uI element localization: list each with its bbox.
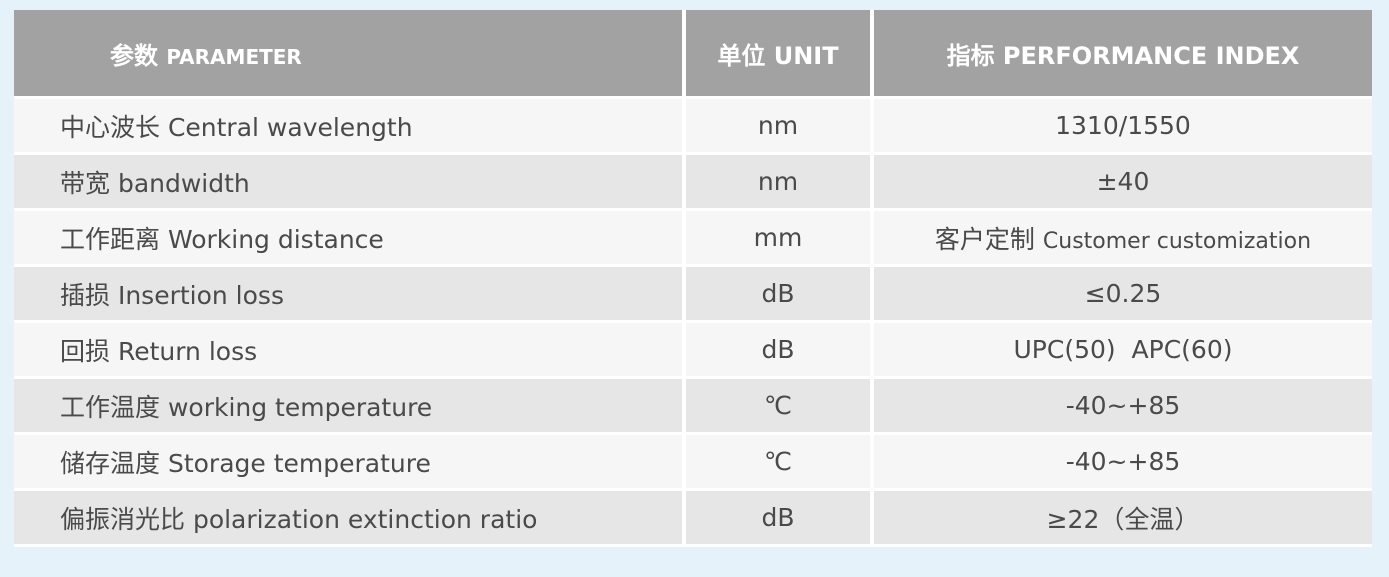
value-cell: -40~+85 bbox=[874, 379, 1372, 435]
unit-cell: ℃ bbox=[686, 379, 874, 435]
value-cell: -40~+85 bbox=[874, 435, 1372, 491]
param-cell: 偏振消光比 polarization extinction ratio bbox=[14, 491, 686, 547]
unit-cell: nm bbox=[686, 155, 874, 211]
header-index: 指标 PERFORMANCE INDEX bbox=[874, 10, 1372, 99]
value-cell: 1310/1550 bbox=[874, 99, 1372, 155]
table-header: 参数 PARAMETER 单位 UNIT 指标 PERFORMANCE INDE… bbox=[14, 10, 1372, 99]
value-cell: ±40 bbox=[874, 155, 1372, 211]
table-row: 工作距离 Working distance mm 客户定制 Customer cus… bbox=[14, 211, 1372, 267]
param-cell: 工作温度 working temperature bbox=[14, 379, 686, 435]
table-row: 工作温度 working temperature ℃ -40~+85 bbox=[14, 379, 1372, 435]
param-cell: 储存温度 Storage temperature bbox=[14, 435, 686, 491]
param-cell: 回损 Return loss bbox=[14, 323, 686, 379]
table-row: 插损 Insertion loss dB ≤0.25 bbox=[14, 267, 1372, 323]
header-parameter: 参数 PARAMETER bbox=[14, 10, 686, 99]
unit-cell: nm bbox=[686, 99, 874, 155]
spec-table: 参数 PARAMETER 单位 UNIT 指标 PERFORMANCE INDE… bbox=[14, 10, 1372, 547]
value-cell: ≤0.25 bbox=[874, 267, 1372, 323]
table-row: 中心波长 Central wavelength nm 1310/1550 bbox=[14, 99, 1372, 155]
unit-cell: dB bbox=[686, 491, 874, 547]
param-cell: 插损 Insertion loss bbox=[14, 267, 686, 323]
param-cell: 工作距离 Working distance bbox=[14, 211, 686, 267]
table-row: 偏振消光比 polarization extinction ratio dB ≥22… bbox=[14, 491, 1372, 547]
unit-cell: ℃ bbox=[686, 435, 874, 491]
table-row: 带宽 bandwidth nm ±40 bbox=[14, 155, 1372, 211]
header-unit: 单位 UNIT bbox=[686, 10, 874, 99]
unit-cell: dB bbox=[686, 267, 874, 323]
table-row: 回损 Return loss dB UPC(50) APC(60) bbox=[14, 323, 1372, 379]
value-cell: ≥22（全温） bbox=[874, 491, 1372, 547]
table-row: 储存温度 Storage temperature ℃ -40~+85 bbox=[14, 435, 1372, 491]
unit-cell: dB bbox=[686, 323, 874, 379]
param-cell: 带宽 bandwidth bbox=[14, 155, 686, 211]
value-cell: 客户定制 Customer customization bbox=[874, 211, 1372, 267]
param-cell: 中心波长 Central wavelength bbox=[14, 99, 686, 155]
unit-cell: mm bbox=[686, 211, 874, 267]
value-cell: UPC(50) APC(60) bbox=[874, 323, 1372, 379]
